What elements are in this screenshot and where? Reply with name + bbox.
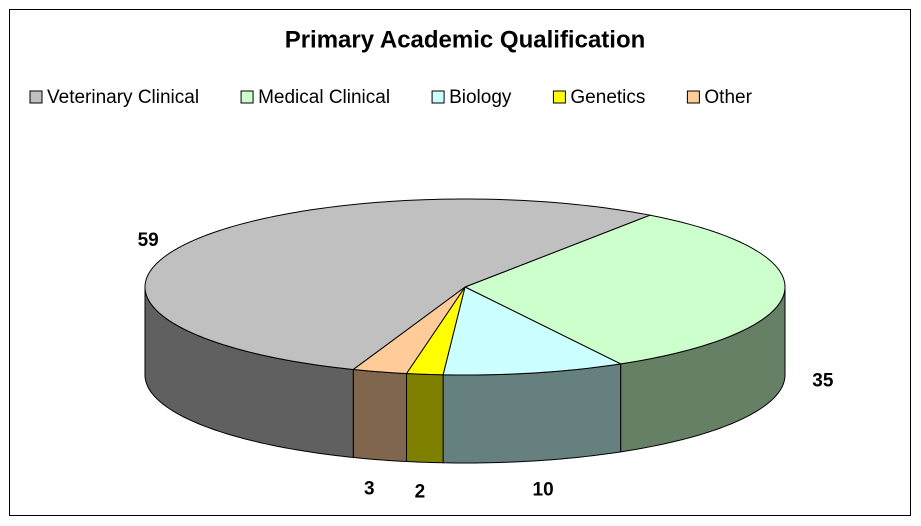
legend-swatch — [240, 90, 254, 104]
pie-tops — [144, 198, 786, 376]
data-label: 59 — [138, 230, 159, 251]
pie-slice — [442, 286, 623, 376]
legend-swatch — [686, 90, 700, 104]
legend-label: Other — [704, 87, 752, 108]
legend-label: Medical Clinical — [258, 87, 390, 108]
data-label: 10 — [533, 480, 554, 501]
pie-side — [442, 363, 622, 464]
pie-side — [352, 368, 408, 463]
pie-sides — [144, 286, 786, 464]
chart-title: Primary Academic Qualification — [285, 26, 646, 53]
legend-label: Genetics — [570, 87, 645, 108]
legend-label: Biology — [449, 87, 512, 108]
legend-label: Veterinary Clinical — [47, 87, 199, 108]
pie-slice — [463, 214, 786, 365]
data-label: 35 — [812, 370, 834, 391]
data-label: 3 — [364, 478, 375, 499]
data-label: 2 — [415, 482, 426, 503]
pie-slice — [144, 198, 652, 370]
legend-swatch — [552, 90, 566, 104]
legend-swatch — [431, 90, 445, 104]
pie-side — [406, 372, 444, 464]
pie-slice — [351, 286, 466, 375]
legend-swatch — [29, 90, 43, 104]
